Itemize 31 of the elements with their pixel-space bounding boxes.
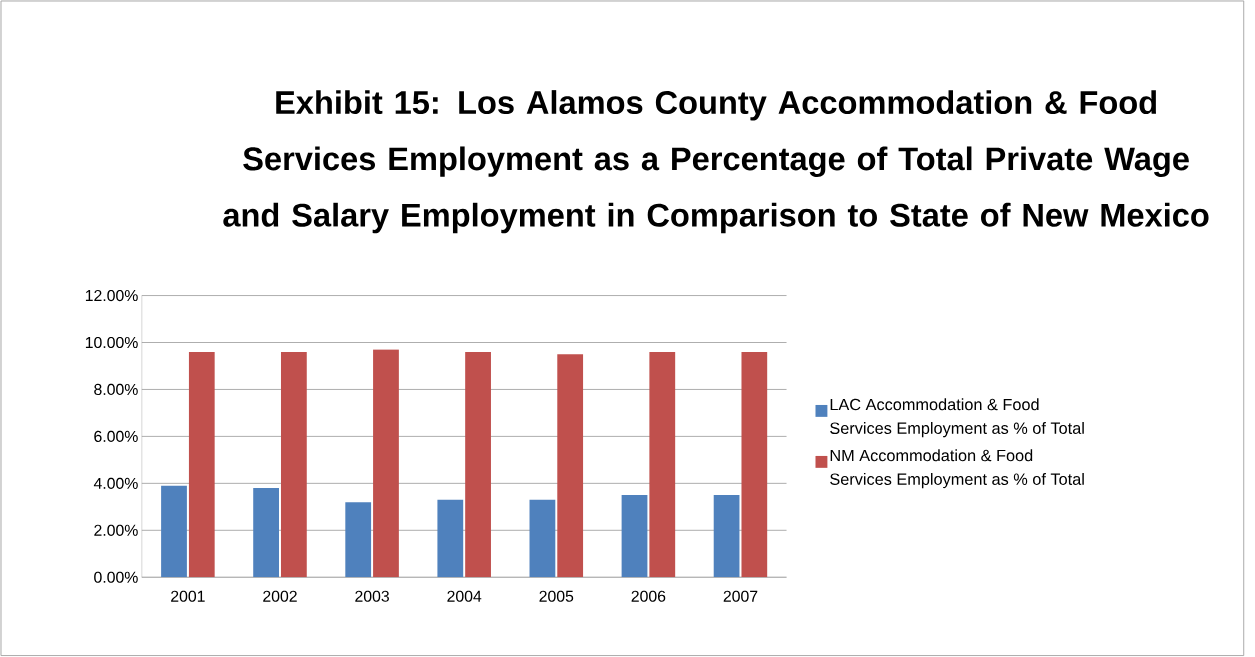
- bar: [557, 354, 584, 578]
- bar: [713, 495, 740, 578]
- x-tick-label: 2005: [539, 590, 574, 603]
- legend-label: NM Accommodation & Food Services Employment as % of Total: [830, 449, 1084, 489]
- x-tick-label: 2001: [171, 590, 205, 603]
- y-tick-label: 4.00%: [93, 477, 138, 490]
- x-tick-label: 2007: [723, 590, 758, 603]
- x-tick-label: 2002: [263, 590, 297, 603]
- bar: [188, 352, 215, 578]
- bar: [345, 502, 372, 578]
- bar: [437, 499, 464, 578]
- bar: [529, 499, 556, 578]
- y-tick-label: 12.00%: [85, 290, 138, 302]
- y-tick-label: 2.00%: [94, 524, 138, 537]
- bar: [161, 485, 187, 578]
- bar: [253, 488, 279, 578]
- y-tick-label: 0.00%: [94, 571, 138, 584]
- y-tick-label: 10.00%: [85, 337, 138, 349]
- bar: [649, 352, 676, 578]
- bar: [465, 352, 491, 578]
- x-tick-label: 2004: [447, 590, 482, 603]
- y-tick-label: 8.00%: [94, 384, 138, 396]
- chart-title: Exhibit 15: Los Alamos County Accommodation & Food Services Employment as a Percentage of Total Private Wage and Salary Employment in Comparison to State of New Mexico: [223, 90, 1209, 234]
- bar: [373, 349, 399, 578]
- x-tick-label: 2003: [355, 590, 389, 603]
- legend-label: LAC Accommodation & Food Services Employment as % of Total: [830, 398, 1084, 438]
- bar: [621, 495, 648, 578]
- bar: [280, 352, 307, 578]
- x-tick-label: 2006: [631, 590, 666, 603]
- y-tick-label: 6.00%: [94, 431, 138, 443]
- bar: [741, 352, 768, 578]
